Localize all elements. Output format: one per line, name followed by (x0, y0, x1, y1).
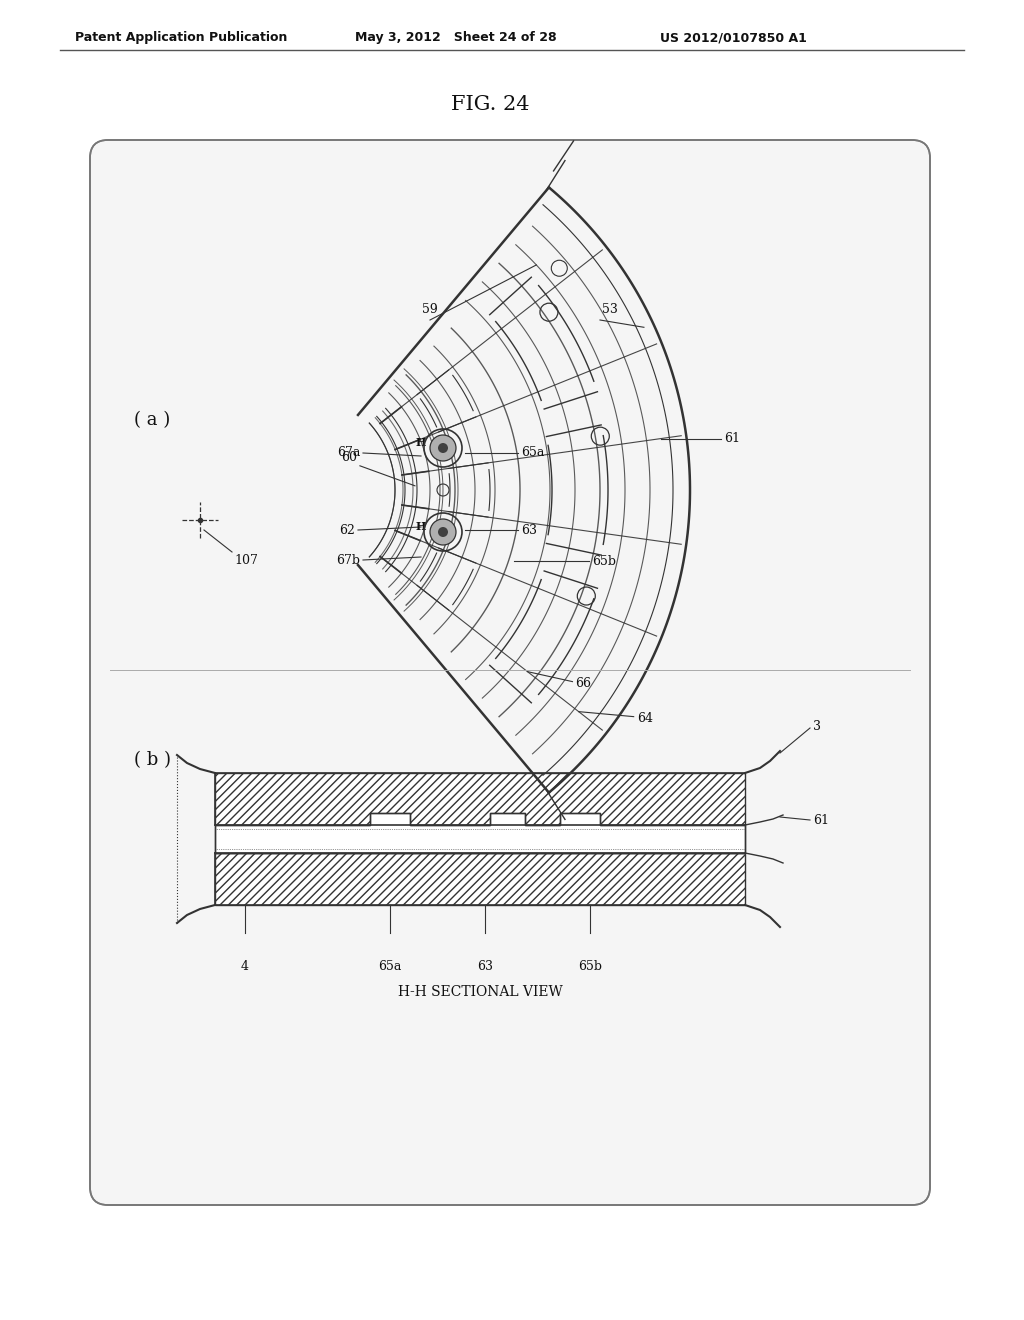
Text: 61: 61 (813, 813, 829, 826)
Text: 4: 4 (241, 960, 249, 973)
Text: 63: 63 (477, 960, 493, 973)
Text: 63: 63 (521, 524, 537, 536)
Text: 60: 60 (341, 451, 357, 463)
Bar (215, 853, 745, 906)
Text: May 3, 2012   Sheet 24 of 28: May 3, 2012 Sheet 24 of 28 (355, 32, 557, 45)
Text: 61: 61 (724, 432, 740, 445)
Text: 67a: 67a (337, 446, 360, 459)
Text: 107: 107 (234, 554, 258, 568)
Text: 67b: 67b (336, 553, 360, 566)
Polygon shape (215, 813, 745, 853)
Text: H: H (416, 520, 426, 532)
Text: FIG. 24: FIG. 24 (451, 95, 529, 115)
FancyBboxPatch shape (90, 140, 930, 1205)
Text: US 2012/0107850 A1: US 2012/0107850 A1 (660, 32, 807, 45)
Text: 65a: 65a (378, 960, 401, 973)
Circle shape (438, 527, 449, 537)
Text: 59: 59 (422, 304, 438, 315)
Text: 62: 62 (339, 524, 355, 536)
Text: H: H (416, 437, 426, 447)
Text: 65b: 65b (592, 554, 615, 568)
Text: 66: 66 (575, 677, 592, 690)
Text: ( a ): ( a ) (134, 411, 170, 429)
Text: H-H SECTIONAL VIEW: H-H SECTIONAL VIEW (397, 985, 562, 999)
Text: 65a: 65a (521, 446, 545, 459)
Circle shape (430, 436, 456, 461)
Text: ( b ): ( b ) (133, 751, 171, 770)
Text: 65b: 65b (578, 960, 602, 973)
Text: Patent Application Publication: Patent Application Publication (75, 32, 288, 45)
Text: 53: 53 (602, 304, 617, 315)
Circle shape (438, 444, 449, 453)
Text: 64: 64 (637, 711, 652, 725)
Circle shape (430, 519, 456, 545)
Text: 3: 3 (813, 719, 821, 733)
Bar (215, 774, 745, 825)
